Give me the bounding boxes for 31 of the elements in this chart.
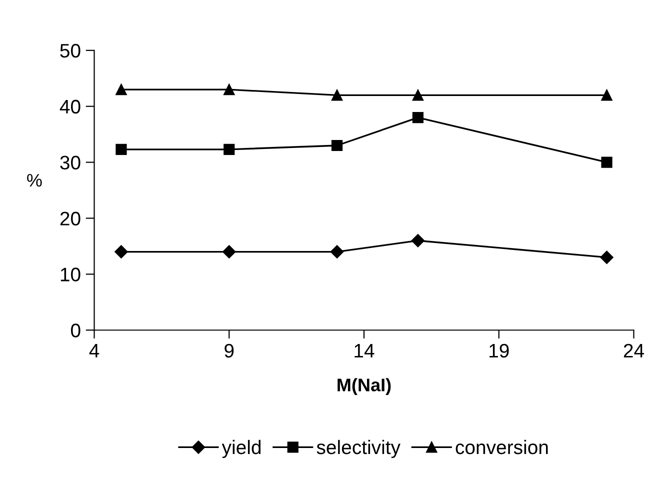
point xyxy=(116,84,127,96)
point xyxy=(331,140,343,152)
point xyxy=(116,144,127,155)
y-tick-label: 0 xyxy=(71,324,80,338)
point xyxy=(331,90,343,101)
point xyxy=(330,245,344,258)
point xyxy=(601,156,612,168)
point xyxy=(224,144,235,155)
y-tick-label: 30 xyxy=(60,156,80,170)
point xyxy=(600,250,614,264)
x-tick-label: 19 xyxy=(490,344,509,358)
x-tick-label: 24 xyxy=(624,344,644,358)
point xyxy=(114,245,128,258)
point xyxy=(224,84,235,96)
y-tick-label: 20 xyxy=(60,212,80,226)
point xyxy=(411,234,425,248)
point xyxy=(412,90,424,101)
y-axis-title: % xyxy=(27,174,42,187)
legend-label: yield xyxy=(222,440,261,458)
y-tick-label: 50 xyxy=(60,44,80,58)
x-axis-title: M(NaI) xyxy=(338,378,391,395)
legend-label: selectivity xyxy=(316,440,400,458)
x-tick-label: 14 xyxy=(354,344,374,358)
point xyxy=(222,245,236,258)
point xyxy=(601,90,612,101)
x-tick-label: 4 xyxy=(89,344,100,358)
point xyxy=(412,112,424,124)
y-tick-label: 10 xyxy=(60,268,80,282)
legend-label: conversion xyxy=(456,440,548,454)
y-tick-label: 40 xyxy=(60,100,80,114)
x-tick-label: 9 xyxy=(224,344,234,358)
